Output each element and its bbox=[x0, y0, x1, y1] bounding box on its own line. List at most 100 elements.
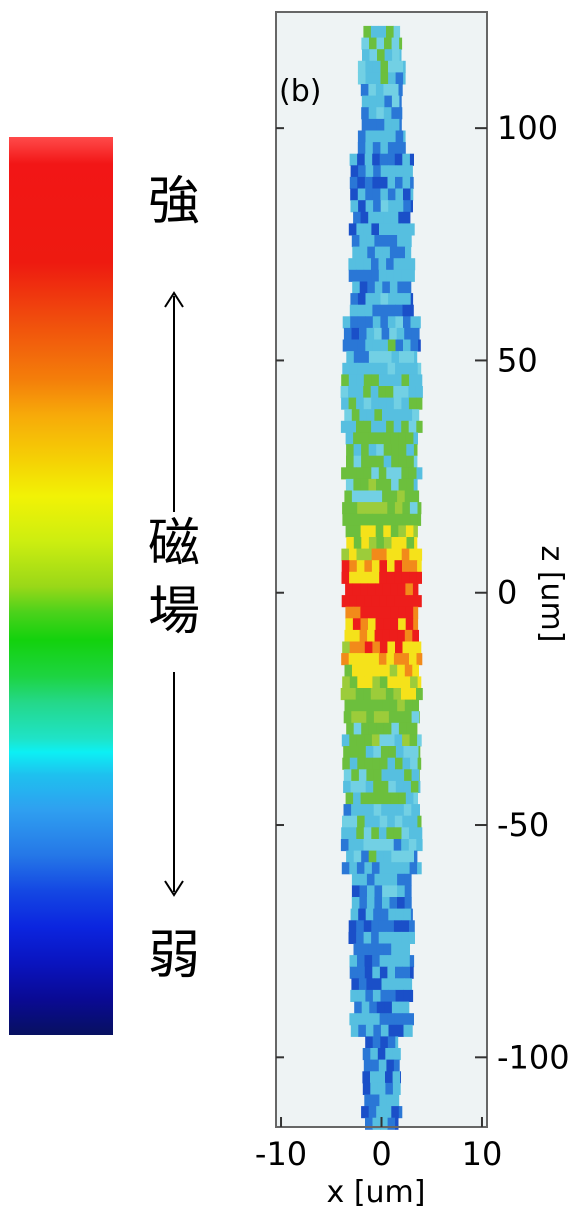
heatmap-cell bbox=[372, 176, 381, 189]
heatmap-cell bbox=[368, 943, 377, 956]
heatmap-cell bbox=[357, 339, 366, 352]
heatmap-cell bbox=[359, 885, 368, 898]
heatmap-cell bbox=[349, 1013, 358, 1026]
heatmap-cell bbox=[349, 966, 358, 979]
heatmap-cell bbox=[393, 25, 401, 38]
heatmap-cell bbox=[414, 351, 418, 364]
heatmap-cell bbox=[404, 629, 413, 642]
heatmap-cell bbox=[379, 571, 388, 584]
x-tick-label: 10 bbox=[462, 1135, 503, 1173]
heatmap-cell bbox=[373, 780, 382, 793]
heatmap-cell bbox=[372, 989, 381, 1002]
heatmap-cell bbox=[406, 943, 410, 956]
heatmap-cell bbox=[387, 502, 396, 515]
heatmap-cell bbox=[409, 862, 418, 875]
heatmap-cell bbox=[413, 432, 418, 445]
heatmap-cell bbox=[395, 362, 404, 375]
heatmap-cell bbox=[377, 1082, 386, 1095]
heatmap-cell bbox=[401, 548, 410, 561]
heatmap-cell bbox=[364, 641, 373, 654]
heatmap-cell bbox=[398, 432, 407, 445]
heatmap-cell bbox=[384, 37, 392, 50]
heatmap-cell bbox=[341, 827, 350, 840]
heatmap-cell bbox=[399, 1001, 408, 1014]
heatmap-cell bbox=[402, 560, 410, 573]
heatmap-cell bbox=[388, 1024, 397, 1037]
heatmap-cell bbox=[376, 537, 385, 550]
heatmap-cell bbox=[350, 908, 359, 921]
heatmap-cell bbox=[389, 327, 398, 340]
heatmap-cell bbox=[353, 432, 362, 445]
heatmap-cell bbox=[367, 885, 375, 898]
heatmap-cell bbox=[403, 1024, 412, 1037]
heatmap-cell bbox=[381, 327, 390, 340]
heatmap-cell bbox=[373, 711, 382, 724]
heatmap-cell bbox=[365, 142, 374, 155]
heatmap-cell bbox=[371, 571, 380, 584]
heatmap-cell bbox=[398, 792, 407, 805]
heatmap-cell bbox=[398, 850, 407, 863]
heatmap-cell bbox=[374, 281, 383, 294]
heatmap-cell bbox=[408, 386, 417, 399]
heatmap-cell bbox=[383, 432, 392, 445]
heatmap-cell bbox=[389, 699, 398, 712]
heatmap-cell bbox=[344, 629, 353, 642]
heatmap-cell bbox=[411, 1024, 413, 1037]
heatmap-cell bbox=[342, 339, 351, 352]
heatmap-cell bbox=[348, 920, 357, 933]
heatmap-cell bbox=[361, 943, 369, 956]
heatmap-cell bbox=[402, 734, 411, 747]
heatmap-cell bbox=[358, 711, 367, 724]
heatmap-cell bbox=[349, 676, 358, 689]
heatmap-cell bbox=[356, 223, 365, 236]
heatmap-cell bbox=[401, 397, 410, 410]
heatmap-cell bbox=[372, 60, 381, 73]
weak-label: 弱 bbox=[147, 926, 200, 986]
heatmap-cell bbox=[375, 583, 384, 596]
heatmap-cell bbox=[417, 815, 422, 828]
heatmap-cell bbox=[409, 571, 418, 584]
heatmap-cell bbox=[357, 72, 366, 85]
heatmap-cell bbox=[365, 188, 374, 201]
heatmap-cell bbox=[395, 989, 404, 1002]
heatmap-cell bbox=[364, 595, 373, 608]
heatmap-cell bbox=[380, 513, 389, 526]
heatmap-cell bbox=[403, 60, 406, 73]
heatmap-cell bbox=[353, 792, 362, 805]
heatmap-cell bbox=[406, 444, 415, 457]
heatmap-cell bbox=[344, 490, 353, 503]
heatmap-cell bbox=[364, 757, 373, 770]
heatmap-cell bbox=[408, 931, 415, 944]
heatmap-cell bbox=[416, 839, 423, 852]
heatmap-cell bbox=[410, 293, 414, 306]
heatmap-cell bbox=[346, 537, 355, 550]
heatmap-cell bbox=[394, 595, 403, 608]
heatmap-cell bbox=[417, 641, 422, 654]
heatmap-cell bbox=[352, 246, 361, 259]
heatmap-cell bbox=[349, 362, 358, 375]
heatmap-cell bbox=[356, 839, 364, 852]
heatmap-cell bbox=[391, 850, 400, 863]
heatmap-cell bbox=[357, 513, 366, 526]
heatmap-cell bbox=[349, 304, 358, 317]
heatmap-cell bbox=[341, 862, 350, 875]
y-tick-label: 100 bbox=[497, 109, 558, 147]
heatmap-cell bbox=[402, 641, 411, 654]
heatmap-cell bbox=[386, 827, 395, 840]
heatmap-cell bbox=[415, 386, 423, 399]
heatmap-cell bbox=[414, 722, 418, 735]
heatmap-cell bbox=[351, 711, 360, 724]
heatmap-cell bbox=[411, 769, 420, 782]
heatmap-cell bbox=[375, 84, 384, 97]
heatmap-cell bbox=[357, 676, 366, 689]
heatmap-cell bbox=[392, 1048, 401, 1061]
heatmap-cell bbox=[357, 130, 366, 143]
heatmap-cell bbox=[401, 269, 410, 282]
heatmap-cell bbox=[366, 235, 375, 248]
heatmap-cell bbox=[387, 815, 396, 828]
heatmap-cell bbox=[361, 37, 370, 50]
heatmap-cell bbox=[356, 467, 365, 480]
heatmap-cell bbox=[371, 467, 380, 480]
heatmap-cell bbox=[360, 84, 369, 97]
